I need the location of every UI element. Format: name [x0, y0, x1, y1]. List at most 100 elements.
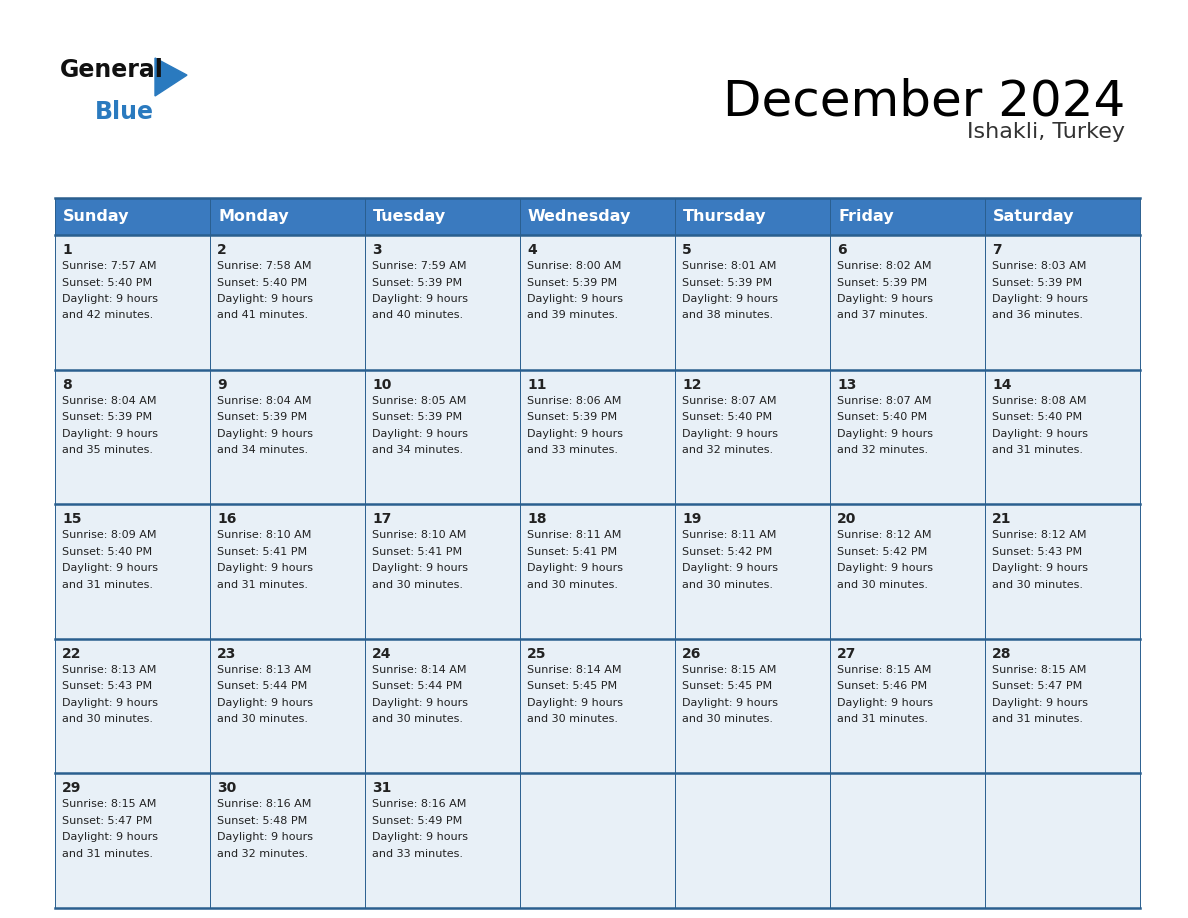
- Bar: [210, 639, 365, 773]
- Bar: [675, 639, 830, 773]
- Text: Sunset: 5:42 PM: Sunset: 5:42 PM: [838, 547, 928, 556]
- Text: Daylight: 9 hours: Daylight: 9 hours: [992, 294, 1088, 304]
- Text: Daylight: 9 hours: Daylight: 9 hours: [62, 564, 158, 573]
- Text: Daylight: 9 hours: Daylight: 9 hours: [372, 564, 468, 573]
- Text: Sunrise: 7:58 AM: Sunrise: 7:58 AM: [217, 261, 311, 271]
- Bar: [675, 773, 830, 908]
- Bar: [210, 235, 365, 370]
- Text: 6: 6: [838, 243, 847, 257]
- Text: Sunrise: 8:05 AM: Sunrise: 8:05 AM: [372, 396, 467, 406]
- Text: and 42 minutes.: and 42 minutes.: [62, 310, 153, 320]
- Bar: [985, 773, 1140, 908]
- Text: Blue: Blue: [95, 100, 154, 124]
- Bar: [210, 198, 365, 235]
- Text: and 30 minutes.: and 30 minutes.: [682, 714, 773, 724]
- Bar: [365, 198, 520, 235]
- Text: 15: 15: [62, 512, 82, 526]
- Text: 30: 30: [217, 781, 236, 795]
- Text: Daylight: 9 hours: Daylight: 9 hours: [682, 564, 778, 573]
- Text: and 30 minutes.: and 30 minutes.: [527, 579, 618, 589]
- Text: Daylight: 9 hours: Daylight: 9 hours: [682, 429, 778, 439]
- Bar: [365, 639, 520, 773]
- Text: Sunrise: 8:13 AM: Sunrise: 8:13 AM: [217, 665, 311, 675]
- Text: and 32 minutes.: and 32 minutes.: [682, 445, 773, 455]
- Text: and 32 minutes.: and 32 minutes.: [838, 445, 928, 455]
- Text: Sunrise: 8:11 AM: Sunrise: 8:11 AM: [682, 531, 777, 540]
- Text: Saturday: Saturday: [993, 209, 1074, 224]
- Text: Sunset: 5:49 PM: Sunset: 5:49 PM: [372, 816, 462, 826]
- Text: 29: 29: [62, 781, 81, 795]
- Text: Sunrise: 8:13 AM: Sunrise: 8:13 AM: [62, 665, 157, 675]
- Text: Sunset: 5:40 PM: Sunset: 5:40 PM: [992, 412, 1082, 422]
- Text: Sunset: 5:39 PM: Sunset: 5:39 PM: [527, 277, 617, 287]
- Text: Daylight: 9 hours: Daylight: 9 hours: [217, 698, 312, 708]
- Text: Sunrise: 8:09 AM: Sunrise: 8:09 AM: [62, 531, 157, 540]
- Text: and 38 minutes.: and 38 minutes.: [682, 310, 773, 320]
- Text: Sunrise: 8:06 AM: Sunrise: 8:06 AM: [527, 396, 621, 406]
- Text: Sunset: 5:39 PM: Sunset: 5:39 PM: [62, 412, 152, 422]
- Text: 26: 26: [682, 647, 701, 661]
- Bar: [520, 639, 675, 773]
- Text: Friday: Friday: [838, 209, 893, 224]
- Text: Daylight: 9 hours: Daylight: 9 hours: [372, 429, 468, 439]
- Text: 18: 18: [527, 512, 546, 526]
- Text: Sunset: 5:41 PM: Sunset: 5:41 PM: [372, 547, 462, 556]
- Text: Sunrise: 8:15 AM: Sunrise: 8:15 AM: [838, 665, 931, 675]
- Text: Sunset: 5:39 PM: Sunset: 5:39 PM: [527, 412, 617, 422]
- Bar: [55, 773, 210, 908]
- Text: Sunset: 5:40 PM: Sunset: 5:40 PM: [838, 412, 927, 422]
- Text: Sunrise: 8:16 AM: Sunrise: 8:16 AM: [372, 800, 467, 810]
- Bar: [365, 370, 520, 504]
- Text: Sunrise: 8:07 AM: Sunrise: 8:07 AM: [838, 396, 931, 406]
- Text: Sunrise: 7:59 AM: Sunrise: 7:59 AM: [372, 261, 467, 271]
- Text: and 37 minutes.: and 37 minutes.: [838, 310, 928, 320]
- Text: Sunrise: 8:02 AM: Sunrise: 8:02 AM: [838, 261, 931, 271]
- Text: 11: 11: [527, 377, 546, 392]
- Bar: [365, 773, 520, 908]
- Bar: [55, 504, 210, 639]
- Text: 21: 21: [992, 512, 1011, 526]
- Text: and 30 minutes.: and 30 minutes.: [372, 714, 463, 724]
- Text: 14: 14: [992, 377, 1011, 392]
- Text: Sunrise: 8:03 AM: Sunrise: 8:03 AM: [992, 261, 1086, 271]
- Bar: [210, 504, 365, 639]
- Text: and 36 minutes.: and 36 minutes.: [992, 310, 1083, 320]
- Text: 2: 2: [217, 243, 227, 257]
- Bar: [830, 370, 985, 504]
- Text: 10: 10: [372, 377, 391, 392]
- Bar: [675, 370, 830, 504]
- Text: Sunset: 5:40 PM: Sunset: 5:40 PM: [62, 547, 152, 556]
- Text: 3: 3: [372, 243, 381, 257]
- Text: Daylight: 9 hours: Daylight: 9 hours: [527, 294, 623, 304]
- Text: 4: 4: [527, 243, 537, 257]
- Text: Sunset: 5:40 PM: Sunset: 5:40 PM: [217, 277, 308, 287]
- Text: and 34 minutes.: and 34 minutes.: [372, 445, 463, 455]
- Text: Sunset: 5:39 PM: Sunset: 5:39 PM: [372, 277, 462, 287]
- Text: and 31 minutes.: and 31 minutes.: [217, 579, 308, 589]
- Text: 13: 13: [838, 377, 857, 392]
- Text: Sunrise: 8:04 AM: Sunrise: 8:04 AM: [217, 396, 311, 406]
- Text: Sunset: 5:46 PM: Sunset: 5:46 PM: [838, 681, 927, 691]
- Text: Sunset: 5:43 PM: Sunset: 5:43 PM: [992, 547, 1082, 556]
- Text: Daylight: 9 hours: Daylight: 9 hours: [372, 833, 468, 843]
- Text: Sunset: 5:39 PM: Sunset: 5:39 PM: [682, 277, 772, 287]
- Bar: [830, 198, 985, 235]
- Bar: [365, 504, 520, 639]
- Text: Daylight: 9 hours: Daylight: 9 hours: [217, 833, 312, 843]
- Text: Daylight: 9 hours: Daylight: 9 hours: [838, 294, 933, 304]
- Text: Daylight: 9 hours: Daylight: 9 hours: [527, 564, 623, 573]
- Text: Sunrise: 8:15 AM: Sunrise: 8:15 AM: [62, 800, 157, 810]
- Bar: [985, 370, 1140, 504]
- Text: Sunrise: 8:12 AM: Sunrise: 8:12 AM: [838, 531, 931, 540]
- Text: Daylight: 9 hours: Daylight: 9 hours: [62, 294, 158, 304]
- Text: Daylight: 9 hours: Daylight: 9 hours: [62, 698, 158, 708]
- Bar: [985, 235, 1140, 370]
- Bar: [520, 235, 675, 370]
- Text: December 2024: December 2024: [722, 78, 1125, 126]
- Text: and 41 minutes.: and 41 minutes.: [217, 310, 308, 320]
- Text: and 30 minutes.: and 30 minutes.: [838, 579, 928, 589]
- Bar: [985, 198, 1140, 235]
- Text: Sunset: 5:47 PM: Sunset: 5:47 PM: [992, 681, 1082, 691]
- Bar: [55, 235, 210, 370]
- Text: and 40 minutes.: and 40 minutes.: [372, 310, 463, 320]
